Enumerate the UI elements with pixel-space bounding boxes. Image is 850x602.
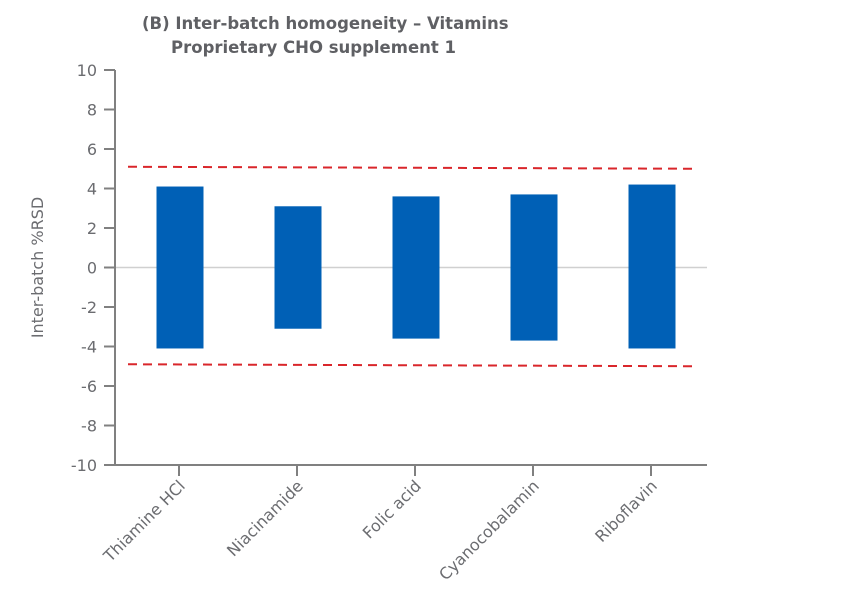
x-tick-label: Thiamine HCl: [99, 476, 189, 566]
y-axis-label: Inter-batch %RSD: [28, 197, 47, 338]
y-tick-label: -8: [81, 417, 97, 436]
y-tick-label: -6: [81, 377, 97, 396]
y-tick-label: -4: [81, 338, 97, 357]
y-tick-label: 6: [87, 140, 97, 159]
bar-niacinamide: [274, 206, 322, 329]
y-tick-label: 8: [87, 101, 97, 120]
bar-riboflavin: [628, 184, 676, 349]
y-tick-label: 4: [87, 180, 97, 199]
y-tick-label: 2: [87, 219, 97, 238]
y-tick-label: -2: [81, 298, 97, 317]
x-tick-label: Cyanocobalamin: [435, 476, 543, 584]
upper-limit-line: [127, 165, 698, 170]
bar-cyanocobalamin: [510, 194, 558, 341]
plot-area: 10 8 6 4 2 0 -2 -4 -6 -8 -10 Inter-batch %RSD Thiami…: [28, 61, 707, 584]
x-tick-label: Folic acid: [359, 476, 425, 542]
lower-limit-line: [127, 363, 698, 368]
y-tick-label: 10: [77, 61, 97, 80]
bar-thiamine-hcl: [156, 186, 204, 349]
chart-title: (B) Inter-batch homogeneity – Vitamins: [142, 14, 509, 33]
y-tick-label: -10: [71, 456, 97, 475]
chart-subtitle: Proprietary CHO supplement 1: [171, 38, 456, 57]
bar-folic-acid: [392, 196, 440, 339]
x-tick-label: Niacinamide: [223, 476, 307, 560]
x-tick-label: Riboflavin: [591, 476, 661, 546]
y-tick-label: 0: [87, 259, 97, 278]
